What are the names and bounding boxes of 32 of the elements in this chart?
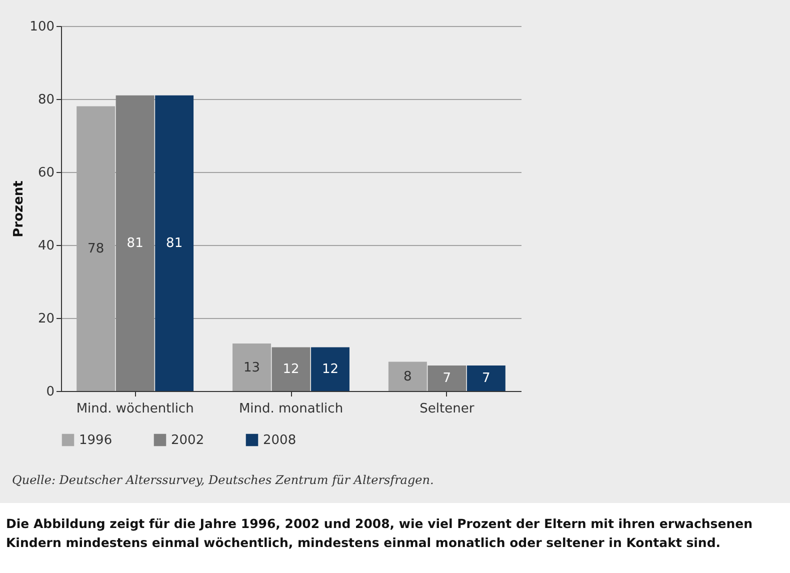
legend-label: 2008	[263, 433, 296, 448]
source-note: Quelle: Deutscher Alterssurvey, Deutsches Zentrum für Altersfragen.	[0, 469, 790, 499]
text: Die Abbildung zeigt für die Jahre 1996, 2002 und 2008, wie viel Prozent der Eltern mit ihren erwachsenen Kindern mindestens einmal wöchentlich, mindestens einmal monatlich oder seltener in Kontakt sind.	[6, 515, 754, 552]
bar	[428, 365, 466, 391]
data-label: 7	[442, 371, 452, 386]
y-tick-label: 60	[38, 166, 54, 180]
y-tick-label: 20	[38, 312, 54, 326]
y-tick-label: 0	[46, 384, 54, 400]
bar	[155, 95, 194, 391]
legend-label: 1996	[79, 433, 112, 448]
bar	[311, 347, 350, 391]
data-label: 7	[482, 371, 490, 386]
x-tick-label: Seltener	[420, 402, 475, 416]
data-label: 78	[88, 242, 104, 257]
legend-label: 2002	[171, 433, 204, 448]
data-label: 12	[282, 362, 300, 378]
x-tick-label: Mind. wöchentlich	[76, 402, 194, 416]
data-label: 81	[126, 236, 144, 252]
data-label: 13	[243, 360, 260, 376]
x-tick-label: Mind. monatlich	[238, 402, 344, 416]
y-axis-title: Prozent	[12, 180, 27, 238]
bar	[272, 347, 310, 391]
y-tick-label: 100	[30, 20, 54, 34]
bar	[232, 344, 271, 391]
y-tick-label: 80	[38, 92, 54, 108]
y-tick-label: 40	[38, 238, 54, 254]
data-label: 81	[166, 236, 183, 252]
data-label: 12	[322, 362, 339, 378]
bar	[76, 106, 116, 391]
bar	[388, 362, 427, 391]
bar	[466, 365, 506, 391]
data-label: 8	[404, 369, 412, 384]
